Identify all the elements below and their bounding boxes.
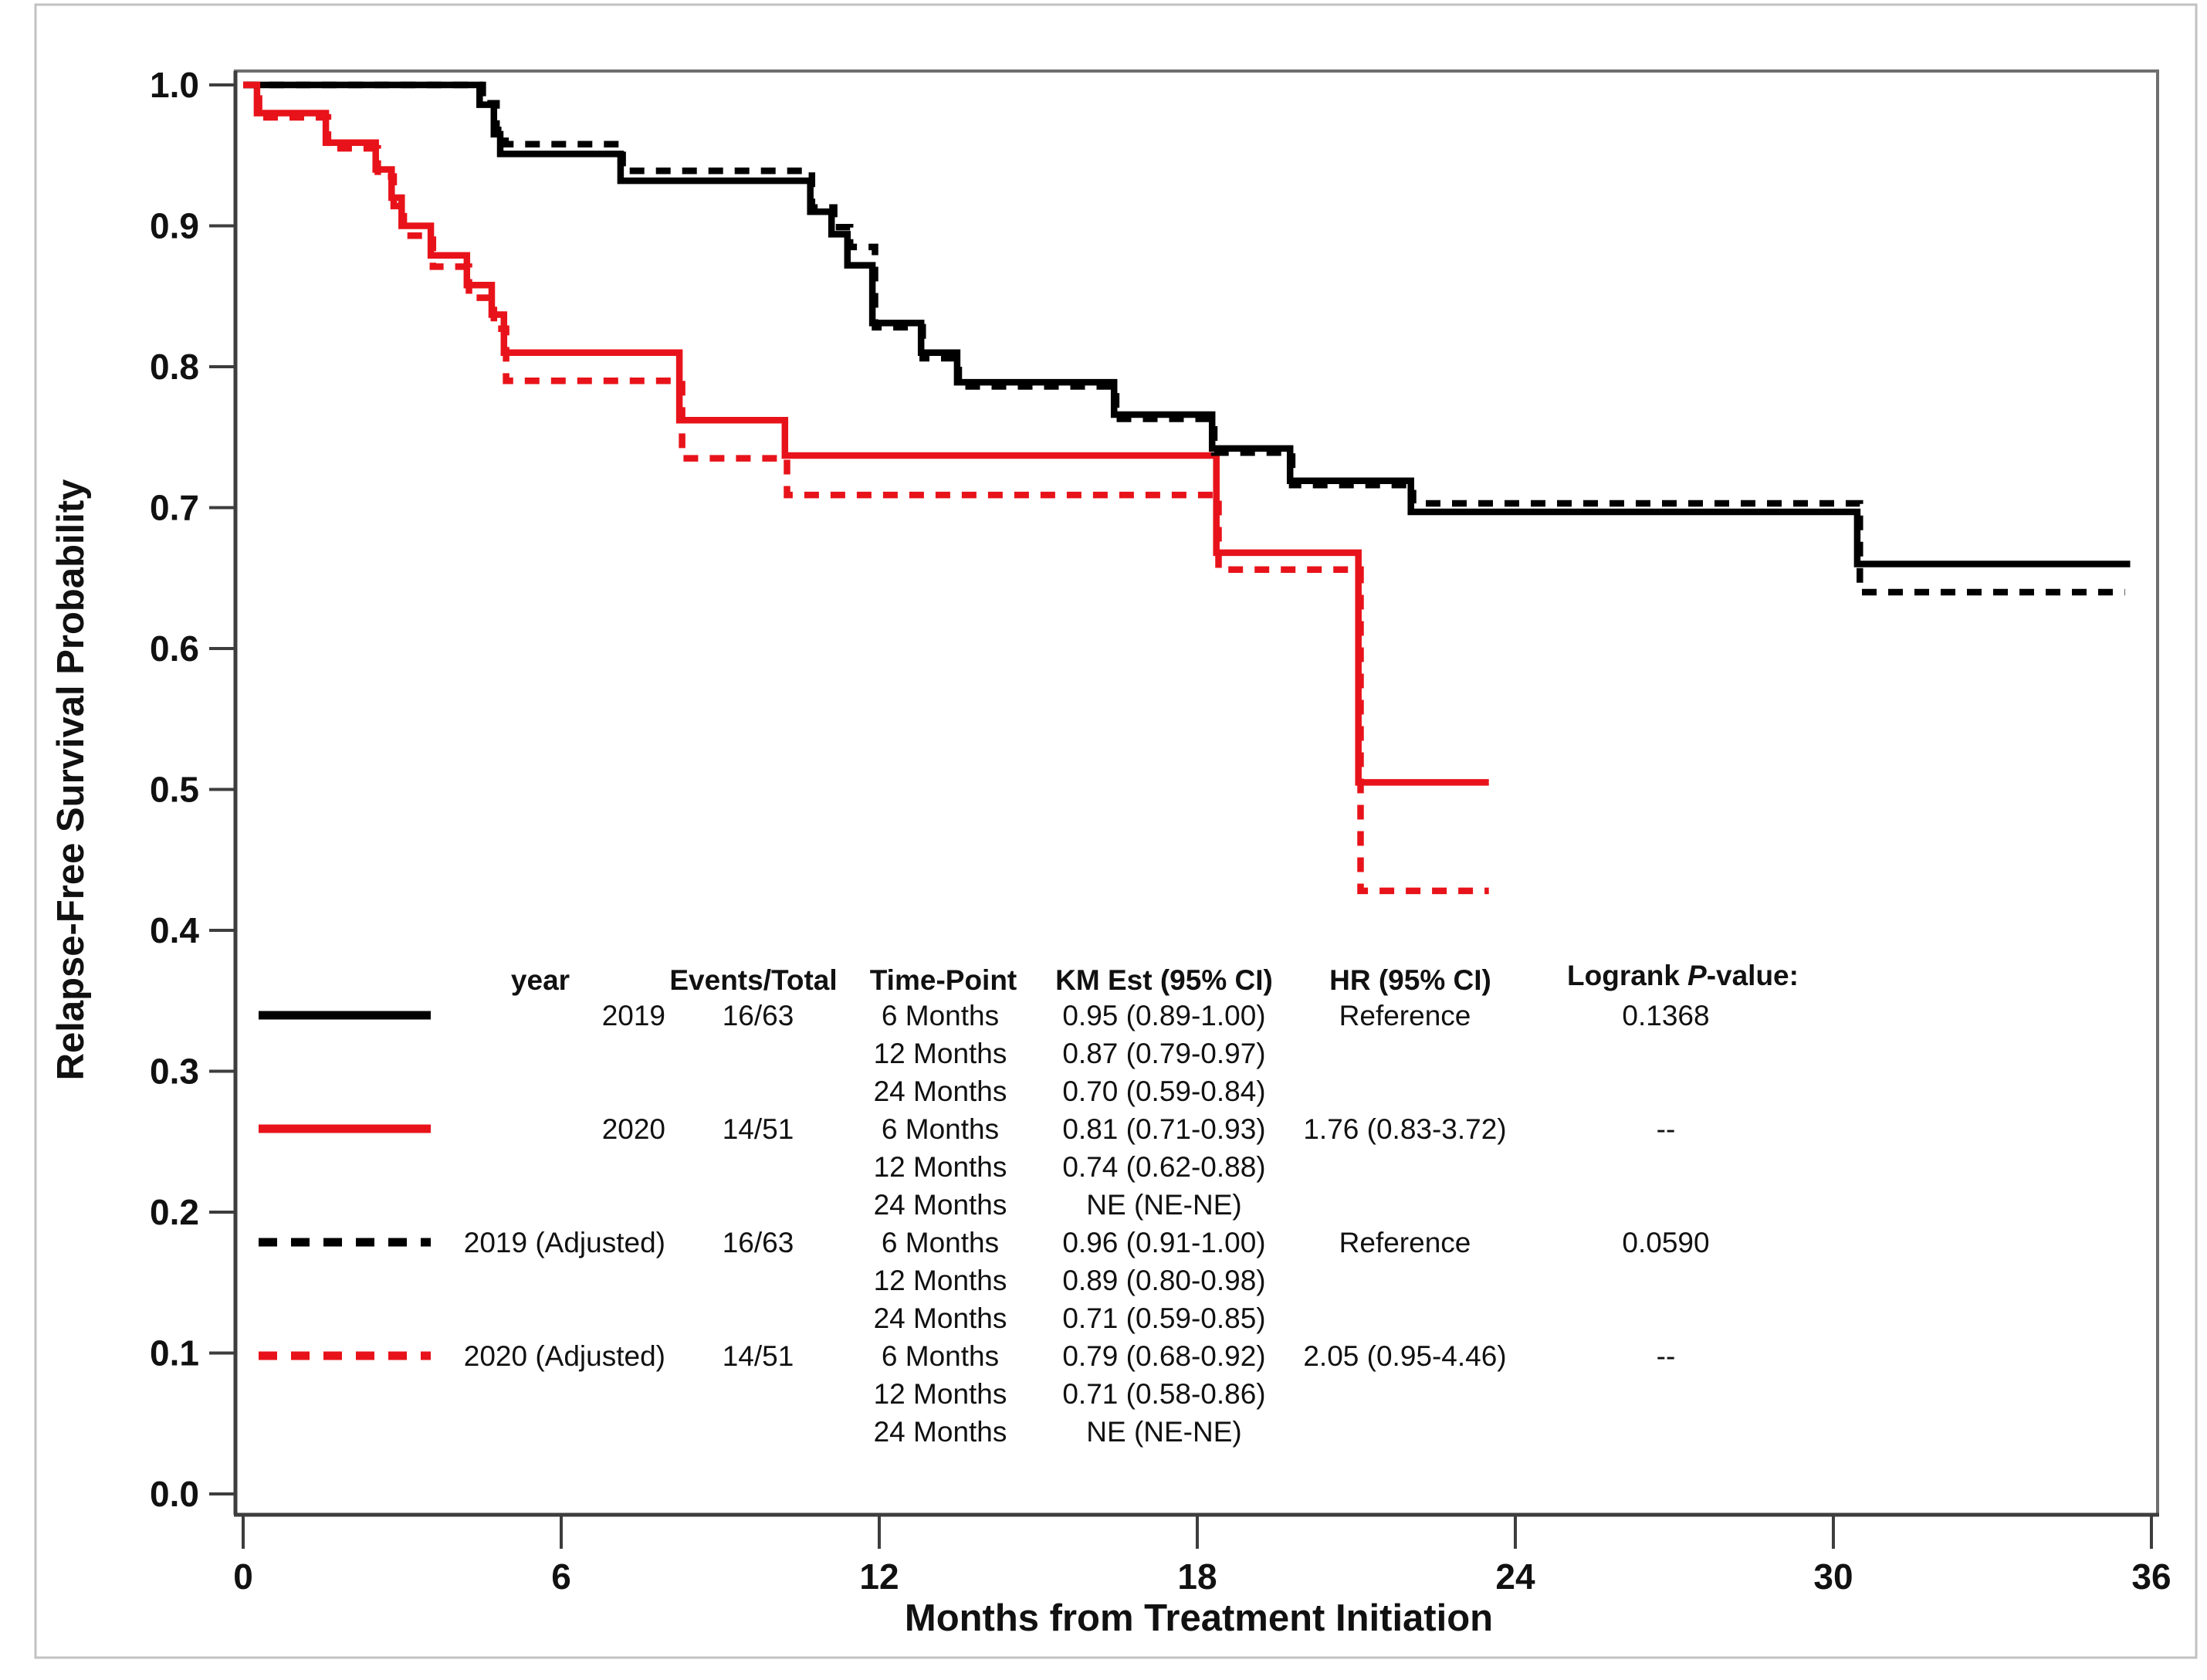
y-tick-label: 0.7 [150, 488, 199, 528]
legend-table: year Events/Total Time-Point KM Est (95%… [259, 960, 1799, 1448]
x-axis-ticks: 0 6 12 18 24 30 36 [233, 1515, 2171, 1597]
x-axis-title: Months from Treatment Initiation [905, 1597, 1493, 1639]
legend-timepoint: 24 Months [874, 1189, 1007, 1221]
legend-logrank-pvalue: -- [1657, 1113, 1676, 1145]
legend-timepoint: 12 Months [874, 1265, 1007, 1296]
legend-hazard-ratio: Reference [1339, 1227, 1471, 1258]
x-tick-label: 36 [2131, 1556, 2171, 1597]
legend-km-estimate: NE (NE-NE) [1086, 1189, 1241, 1221]
legend-timepoint: 12 Months [874, 1378, 1007, 1410]
legend-header-km: KM Est (95% CI) [1055, 964, 1273, 996]
legend-timepoint: 24 Months [874, 1416, 1007, 1448]
survival-curves [243, 81, 2131, 895]
x-tick-label: 30 [1813, 1556, 1853, 1597]
legend-km-estimate: 0.95 (0.89-1.00) [1062, 1000, 1265, 1031]
y-axis-ticks: 1.0 0.9 0.8 0.7 0.6 0.5 0.4 0.3 0.2 0.1 0.0 [150, 65, 235, 1514]
y-tick-label: 0.3 [150, 1052, 199, 1092]
legend-events-total: 16/63 [723, 1227, 794, 1258]
curve-2019 [243, 81, 2131, 567]
legend-header-events: Events/Total [669, 964, 837, 996]
legend-timepoint: 6 Months [882, 1113, 999, 1145]
x-tick-label: 6 [551, 1556, 571, 1597]
legend-km-estimate: 0.81 (0.71-0.93) [1062, 1113, 1265, 1145]
x-tick-label: 12 [859, 1556, 899, 1597]
legend-km-estimate: 0.87 (0.79-0.97) [1062, 1038, 1265, 1069]
legend-header-logrank-value: -value: [1707, 960, 1799, 991]
figure-border [34, 3, 2198, 1659]
legend-timepoint: 24 Months [874, 1302, 1007, 1334]
legend-km-estimate: 0.71 (0.59-0.85) [1062, 1302, 1265, 1334]
y-tick-label: 1.0 [150, 65, 199, 105]
legend-header-hr: HR (95% CI) [1329, 964, 1491, 996]
legend-timepoint: 6 Months [882, 1000, 999, 1031]
legend-hazard-ratio: 1.76 (0.83-3.72) [1303, 1113, 1506, 1145]
curve-2020 [243, 81, 1489, 786]
legend-km-estimate: 0.79 (0.68-0.92) [1062, 1340, 1265, 1372]
legend-km-estimate: 0.71 (0.58-0.86) [1062, 1378, 1265, 1410]
legend-km-estimate: 0.74 (0.62-0.88) [1062, 1151, 1265, 1183]
legend-km-estimate: 0.89 (0.80-0.98) [1062, 1265, 1265, 1296]
y-tick-label: 0.1 [150, 1333, 199, 1373]
legend-header-year: year [511, 964, 570, 996]
curve-2020-adjusted- [243, 81, 1489, 895]
y-tick-label: 0.5 [150, 770, 199, 810]
legend-header-timepoint: Time-Point [870, 964, 1017, 996]
y-tick-label: 0.9 [150, 206, 199, 246]
legend-timepoint: 12 Months [874, 1038, 1007, 1069]
x-tick-label: 0 [233, 1556, 253, 1597]
legend-hazard-ratio: 2.05 (0.95-4.46) [1303, 1340, 1506, 1372]
x-tick-label: 18 [1177, 1556, 1217, 1597]
legend-events-total: 14/51 [723, 1340, 794, 1372]
y-tick-label: 0.2 [150, 1192, 199, 1232]
legend-header-logrank: Logrank P-value: [1567, 960, 1799, 991]
legend-timepoint: 6 Months [882, 1340, 999, 1372]
y-tick-label: 0.4 [150, 910, 199, 950]
y-tick-label: 0.8 [150, 347, 199, 387]
y-tick-label: 0.0 [150, 1474, 199, 1514]
legend-logrank-pvalue: -- [1657, 1340, 1676, 1372]
legend-year: 2019 [602, 1000, 665, 1031]
legend-events-total: 14/51 [723, 1113, 794, 1145]
legend-timepoint: 6 Months [882, 1227, 999, 1258]
legend-km-estimate: NE (NE-NE) [1086, 1416, 1241, 1448]
legend-header-logrank-p: P [1687, 960, 1707, 991]
legend-year: 2020 (Adjusted) [464, 1340, 665, 1372]
legend-header-logrank-word: Logrank [1567, 960, 1680, 991]
legend-km-estimate: 0.96 (0.91-1.00) [1062, 1227, 1265, 1258]
x-tick-label: 24 [1495, 1556, 1535, 1597]
legend-year: 2020 [602, 1113, 665, 1145]
curve-2019-adjusted- [243, 81, 2125, 596]
legend-year: 2019 (Adjusted) [464, 1227, 665, 1258]
legend-logrank-pvalue: 0.0590 [1622, 1227, 1709, 1258]
plot-area-border [234, 69, 2159, 1516]
legend-timepoint: 24 Months [874, 1075, 1007, 1107]
legend-hazard-ratio: Reference [1339, 1000, 1471, 1031]
legend-events-total: 16/63 [723, 1000, 794, 1031]
legend-km-estimate: 0.70 (0.59-0.84) [1062, 1075, 1265, 1107]
legend-rows: 2019 16/63 Reference 0.1368 6 Months 0.95 (0.… [259, 1000, 1710, 1448]
legend-timepoint: 12 Months [874, 1151, 1007, 1183]
y-tick-label: 0.6 [150, 628, 199, 669]
legend-logrank-pvalue: 0.1368 [1622, 1000, 1709, 1031]
y-axis-title: Relapse-Free Survival Probability [50, 479, 92, 1081]
